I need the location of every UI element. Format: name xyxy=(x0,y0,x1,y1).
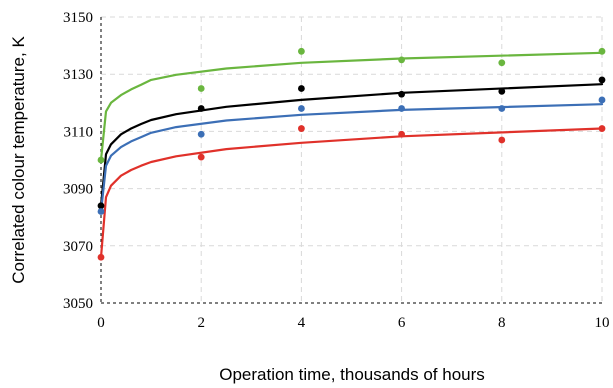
fit-curves xyxy=(99,51,604,259)
data-point xyxy=(197,105,205,112)
data-points xyxy=(97,47,606,261)
data-point xyxy=(298,47,305,55)
data-point xyxy=(97,202,105,210)
data-point xyxy=(598,47,606,55)
data-point xyxy=(498,105,506,112)
data-point xyxy=(598,76,606,84)
x-tick-label: 10 xyxy=(595,315,610,331)
data-point xyxy=(97,156,105,164)
y-tick-label: 3110 xyxy=(64,124,93,140)
data-point xyxy=(398,105,405,112)
x-tick-label: 8 xyxy=(498,315,506,331)
y-tick-label: 3090 xyxy=(63,182,93,198)
data-point xyxy=(197,130,205,138)
data-point xyxy=(197,85,205,92)
y-tick-label: 3150 xyxy=(63,10,93,26)
data-point xyxy=(398,56,405,64)
data-point xyxy=(598,96,606,104)
y-tick-label: 3050 xyxy=(63,296,93,312)
y-tick-label: 3070 xyxy=(63,239,93,255)
fit-curve-2 xyxy=(99,103,604,213)
data-point xyxy=(298,105,305,112)
data-point xyxy=(598,125,606,132)
x-axis-title: Operation time, thousands of hours xyxy=(219,365,485,384)
data-point xyxy=(97,253,105,261)
data-point xyxy=(398,130,405,138)
data-point xyxy=(97,208,105,215)
x-tick-label: 6 xyxy=(398,315,406,331)
x-tick-label: 4 xyxy=(298,315,306,331)
data-point xyxy=(298,125,305,132)
y-tick-label: 3130 xyxy=(63,67,93,83)
data-point xyxy=(197,153,205,161)
fit-curve-3 xyxy=(99,127,604,259)
data-point xyxy=(498,136,506,144)
y-axis-title: Correlated colour temperature, K xyxy=(9,36,28,284)
data-point xyxy=(498,59,506,67)
tick-labels: 3050 3070 3090 3110 3130 3150 0 2 4 6 8 10 xyxy=(63,10,610,331)
fit-curve-0 xyxy=(99,51,604,162)
data-point xyxy=(498,87,506,95)
x-tick-label: 0 xyxy=(97,315,105,331)
data-point xyxy=(398,90,405,98)
x-tick-label: 2 xyxy=(197,315,205,331)
fit-curve-1 xyxy=(99,83,604,207)
data-point xyxy=(298,85,305,92)
